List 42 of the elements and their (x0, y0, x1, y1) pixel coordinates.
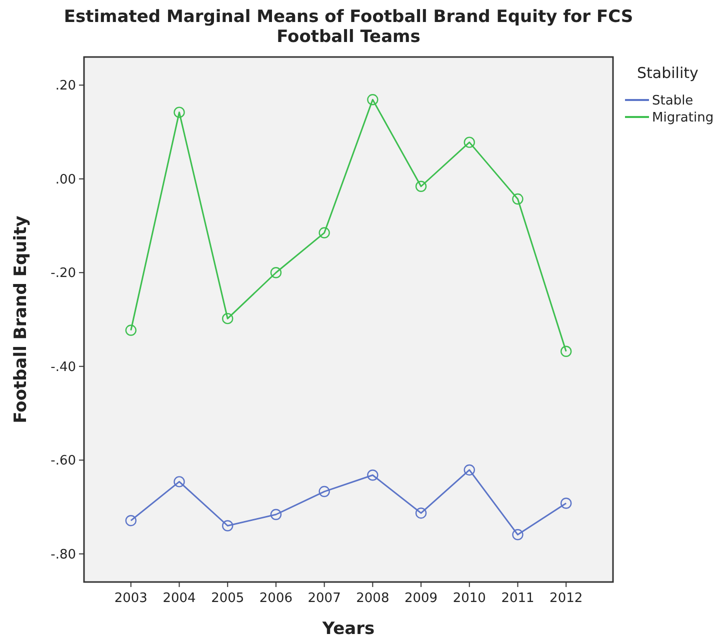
x-tick-label: 2010 (452, 591, 486, 606)
point (367, 94, 378, 106)
point (270, 267, 282, 278)
x-tick-label: 2009 (404, 591, 438, 606)
legend-label: Stable (652, 94, 694, 109)
x-tick-label: 2006 (259, 591, 293, 606)
point (560, 346, 572, 357)
point (222, 312, 234, 324)
legend-title: Stability (637, 64, 698, 82)
point (222, 520, 234, 532)
y-tick-label: -.40 (50, 360, 76, 375)
point (125, 514, 137, 526)
point (174, 106, 185, 118)
point (174, 476, 185, 488)
x-axis-title: Years (321, 619, 375, 639)
y-tick-label: -.20 (50, 266, 76, 282)
point (415, 507, 427, 519)
legend-label: Migrating (652, 110, 714, 126)
x-tick-label: 2003 (114, 591, 148, 606)
point (367, 470, 378, 481)
x-tick-label: 2004 (162, 591, 196, 606)
y-tick-label: -.80 (50, 547, 76, 562)
point (318, 486, 330, 498)
point (318, 227, 330, 238)
y-tick-label: .20 (55, 78, 76, 94)
y-tick-label: -.60 (50, 454, 76, 469)
y-tick-label: .00 (55, 172, 76, 188)
point (464, 136, 475, 148)
y-axis-title: Football Brand Equity (11, 216, 31, 424)
x-tick-label: 2005 (211, 591, 244, 606)
point (270, 508, 282, 520)
point (560, 498, 572, 509)
x-tick-label: 2011 (501, 591, 534, 606)
point (415, 180, 427, 192)
x-tick-label: 2007 (308, 591, 341, 606)
point (464, 464, 475, 476)
x-tick-label: 2008 (356, 591, 390, 606)
point (125, 324, 137, 336)
point (512, 193, 524, 205)
x-tick-label: 2012 (550, 591, 583, 606)
chart-title: Estimated Marginal Means of Football Brand Equity for FCS Football Teams (64, 7, 634, 47)
point (512, 529, 524, 540)
